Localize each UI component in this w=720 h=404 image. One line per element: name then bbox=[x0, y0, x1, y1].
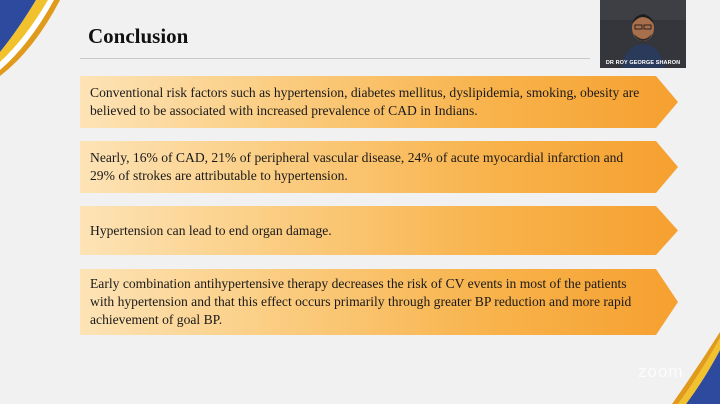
conclusion-point-3-text: Hypertension can lead to end organ damag… bbox=[90, 222, 332, 238]
corner-swoosh-top-left bbox=[0, 0, 60, 76]
title-underline bbox=[80, 58, 590, 59]
conclusion-point-1-text: Conventional risk factors such as hypert… bbox=[90, 85, 640, 118]
presenter-avatar bbox=[600, 0, 686, 68]
zoom-watermark: zoom bbox=[638, 362, 684, 381]
presenter-name-label: DR ROY GEORGE SHARON bbox=[605, 60, 681, 66]
conclusion-point-1: Conventional risk factors such as hypert… bbox=[80, 76, 678, 128]
conclusion-point-4: Early combination antihypertensive thera… bbox=[80, 269, 678, 335]
slide-title: Conclusion bbox=[88, 24, 189, 48]
corner-swoosh-bottom-right bbox=[672, 332, 720, 404]
presenter-video-thumbnail[interactable]: DR ROY GEORGE SHARON bbox=[600, 0, 686, 68]
conclusion-point-2: Nearly, 16% of CAD, 21% of peripheral va… bbox=[80, 141, 678, 193]
conclusion-point-4-text: Early combination antihypertensive thera… bbox=[90, 276, 632, 327]
conclusion-point-3: Hypertension can lead to end organ damag… bbox=[80, 206, 678, 255]
conclusion-point-2-text: Nearly, 16% of CAD, 21% of peripheral va… bbox=[90, 150, 624, 183]
